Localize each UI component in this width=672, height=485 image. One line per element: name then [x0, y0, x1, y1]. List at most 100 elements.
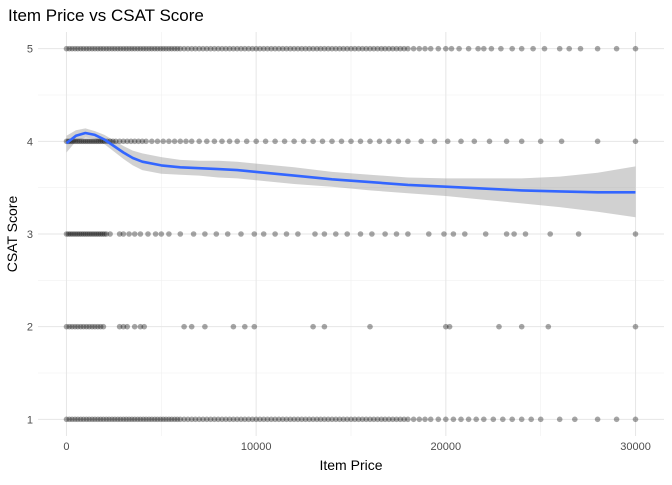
scatter-point: [223, 45, 229, 52]
scatter-point: [204, 138, 210, 145]
scatter-point: [166, 231, 172, 237]
scatter-point: [123, 416, 129, 423]
scatter-point: [92, 231, 98, 237]
scatter-point: [386, 138, 392, 145]
scatter-point: [448, 45, 455, 52]
scatter-point: [450, 416, 457, 423]
scatter-point: [264, 45, 271, 52]
scatter-point: [541, 45, 548, 52]
scatter-point: [260, 45, 267, 52]
scatter-point: [522, 231, 529, 237]
x-tick-label: 30000: [620, 441, 651, 453]
scatter-point: [75, 45, 81, 52]
scatter-point: [500, 416, 506, 423]
scatter-point: [340, 45, 347, 52]
scatter-point: [131, 45, 138, 52]
scatter-point: [503, 138, 510, 145]
scatter-point: [158, 231, 165, 237]
scatter-point: [97, 45, 104, 52]
scatter-point: [101, 231, 108, 237]
scatter-point: [114, 45, 121, 52]
scatter-point: [405, 45, 411, 52]
x-axis-tick-labels: 0 10000 20000 30000: [63, 441, 650, 453]
scatter-point: [196, 45, 202, 52]
scatter-point: [134, 416, 141, 423]
scatter-point: [359, 416, 366, 423]
scatter-point: [97, 138, 104, 145]
scatter-point: [336, 45, 343, 52]
scatter-point: [146, 416, 152, 423]
scatter-point: [395, 138, 402, 145]
scatter-point: [83, 323, 90, 330]
scatter-point: [92, 323, 98, 330]
scatter-point: [367, 138, 373, 145]
scatter-point: [260, 416, 267, 423]
scatter-point: [137, 231, 144, 237]
scatter-point: [72, 45, 78, 52]
scatter-point: [63, 45, 70, 52]
confidence-band: [66, 128, 636, 218]
scatter-point: [310, 138, 316, 145]
scatter-point: [88, 231, 94, 237]
scatter-point: [126, 45, 132, 52]
scatter-point: [245, 416, 252, 423]
scatter-point: [160, 45, 166, 52]
scatter-point: [152, 231, 159, 237]
scatter-point: [80, 45, 87, 52]
scatter-point: [357, 231, 364, 237]
scatter-point: [154, 138, 161, 145]
scatter-point: [572, 416, 578, 423]
scatter-point: [131, 323, 138, 330]
scatter-point: [306, 45, 313, 52]
scatter-point: [287, 45, 294, 52]
scatter-point: [177, 416, 184, 423]
scatter-point: [238, 416, 244, 423]
scatter-point: [174, 45, 181, 52]
scatter-point: [251, 323, 258, 330]
scatter-point: [92, 138, 98, 145]
scatter-point: [393, 45, 400, 52]
scatter-point: [435, 416, 442, 423]
scatter-point: [367, 45, 373, 52]
scatter-point: [496, 323, 502, 330]
scatter-point: [386, 416, 392, 423]
scatter-point: [577, 45, 584, 52]
scatter-point: [393, 231, 400, 237]
scatter-point: [545, 323, 552, 330]
scatter-point: [594, 45, 601, 52]
scatter-point: [196, 138, 202, 145]
scatter-point: [374, 416, 381, 423]
scatter-point: [143, 138, 149, 145]
scatter-point: [486, 138, 493, 145]
scatter-point: [427, 45, 434, 52]
scatter-point: [302, 416, 309, 423]
scatter-point: [475, 45, 481, 52]
scatter-point: [126, 416, 132, 423]
scatter-point: [234, 416, 240, 423]
scatter-point: [177, 138, 184, 145]
scatter-point: [473, 416, 480, 423]
scatter-point: [389, 416, 396, 423]
scatter-point: [73, 231, 79, 237]
scatter-point: [295, 416, 301, 423]
scatter-point: [509, 416, 515, 423]
scatter-point: [145, 231, 151, 237]
scatter-point: [213, 231, 220, 237]
scatter-point: [134, 45, 141, 52]
scatter-point: [69, 323, 75, 330]
scatter-point: [126, 231, 132, 237]
x-tick-label: 20000: [431, 441, 462, 453]
scatter-point: [333, 45, 339, 52]
scatter-point: [97, 231, 104, 237]
scatter-point: [80, 138, 87, 145]
y-tick-label: 1: [27, 414, 33, 426]
scatter-point: [382, 45, 388, 52]
scatter-point: [204, 416, 210, 423]
scatter-point: [174, 416, 181, 423]
scatter-point: [262, 138, 269, 145]
scatter-point: [86, 231, 92, 237]
scatter-point: [481, 416, 487, 423]
scatter-point: [378, 416, 385, 423]
